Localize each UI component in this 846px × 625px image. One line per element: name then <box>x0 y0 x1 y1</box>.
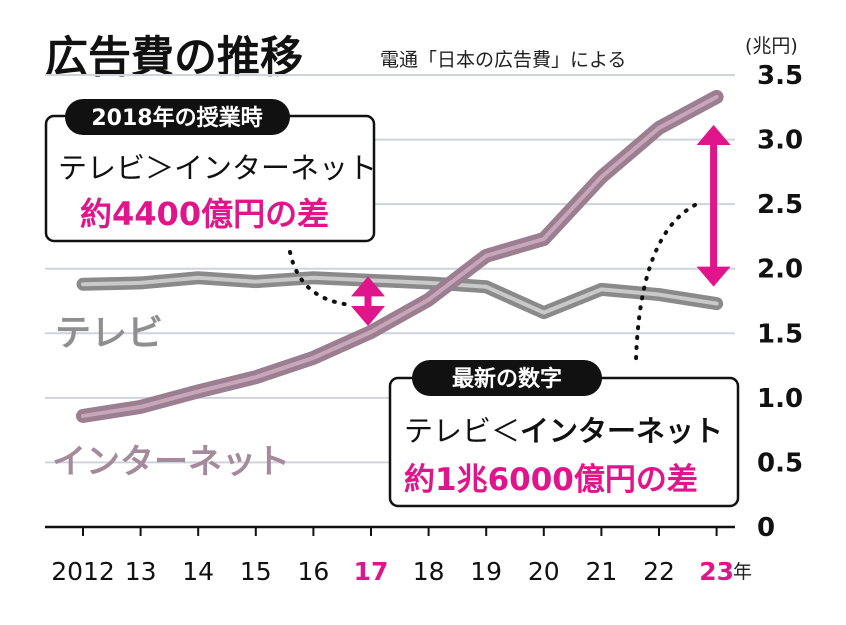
series-line-internet-core <box>81 94 719 418</box>
y-tick-label: 1.5 <box>757 319 803 349</box>
difference-arrows <box>351 124 731 326</box>
annotation-2023-tag: 最新の数字 <box>452 366 562 392</box>
annotation-2023: 最新の数字 テレビ＜インターネット 約1兆6000億円の差 <box>388 360 740 508</box>
x-tick-label: 23 <box>699 557 734 586</box>
x-tick-label: 15 <box>240 557 272 586</box>
connector-2023 <box>634 203 697 362</box>
y-tick-label: 0 <box>757 513 775 543</box>
x-tick-label: 20 <box>528 557 560 586</box>
x-tick-label: 13 <box>125 557 157 586</box>
connector-2017 <box>288 250 354 307</box>
series-label-internet: インターネット <box>52 442 290 482</box>
y-tick-label: 0.5 <box>757 448 803 478</box>
difference-arrow-2017 <box>351 276 385 326</box>
annotation-2023-tag-pill <box>412 360 602 396</box>
y-axis-ticks: 0 0.5 1.0 1.5 2.0 2.5 3.0 3.5 <box>757 61 803 543</box>
x-axis-ticks: 2012 13 14 15 16 17 18 19 20 21 22 23 <box>51 527 734 586</box>
difference-arrow-2023 <box>696 124 731 287</box>
y-tick-label: 1.0 <box>757 384 803 414</box>
series-label-tv: テレビ <box>55 313 163 354</box>
x-tick-label: 18 <box>413 557 445 586</box>
annotation-2023-line2: 約1兆6000億円の差 <box>404 462 698 498</box>
y-axis-label: (兆円) <box>745 35 798 57</box>
x-axis-unit: 年 <box>733 561 752 583</box>
annotation-2017-tag: 2018年の授業時 <box>91 105 262 131</box>
y-tick-label: 2.0 <box>757 255 803 285</box>
y-tick-label: 3.0 <box>757 126 803 156</box>
y-tick-label: 2.5 <box>757 190 803 220</box>
chart-subtitle: 電通「日本の広告費」による <box>380 49 626 71</box>
annotation-2017-line2: 約4400億円の差 <box>80 195 329 233</box>
annotation-2017-line1: テレビ＞インターネット <box>58 151 377 185</box>
series-group <box>76 89 724 423</box>
annotation-2017: 2018年の授業時 テレビ＞インターネット 約4400億円の差 <box>44 99 377 243</box>
y-tick-label: 3.5 <box>757 61 803 91</box>
series-line-tv-core <box>81 275 719 315</box>
x-tick-label: 22 <box>643 557 675 586</box>
x-tick-label: 21 <box>585 557 617 586</box>
x-tick-label: 17 <box>354 557 389 586</box>
annotation-2017-tag-pill <box>65 99 290 135</box>
x-tick-label: 14 <box>182 557 214 586</box>
x-tick-label: 16 <box>297 557 329 586</box>
x-tick-label: 19 <box>470 557 502 586</box>
annotation-2023-line1: テレビ＜インターネット <box>404 414 723 448</box>
x-tick-label: 2012 <box>51 557 115 586</box>
